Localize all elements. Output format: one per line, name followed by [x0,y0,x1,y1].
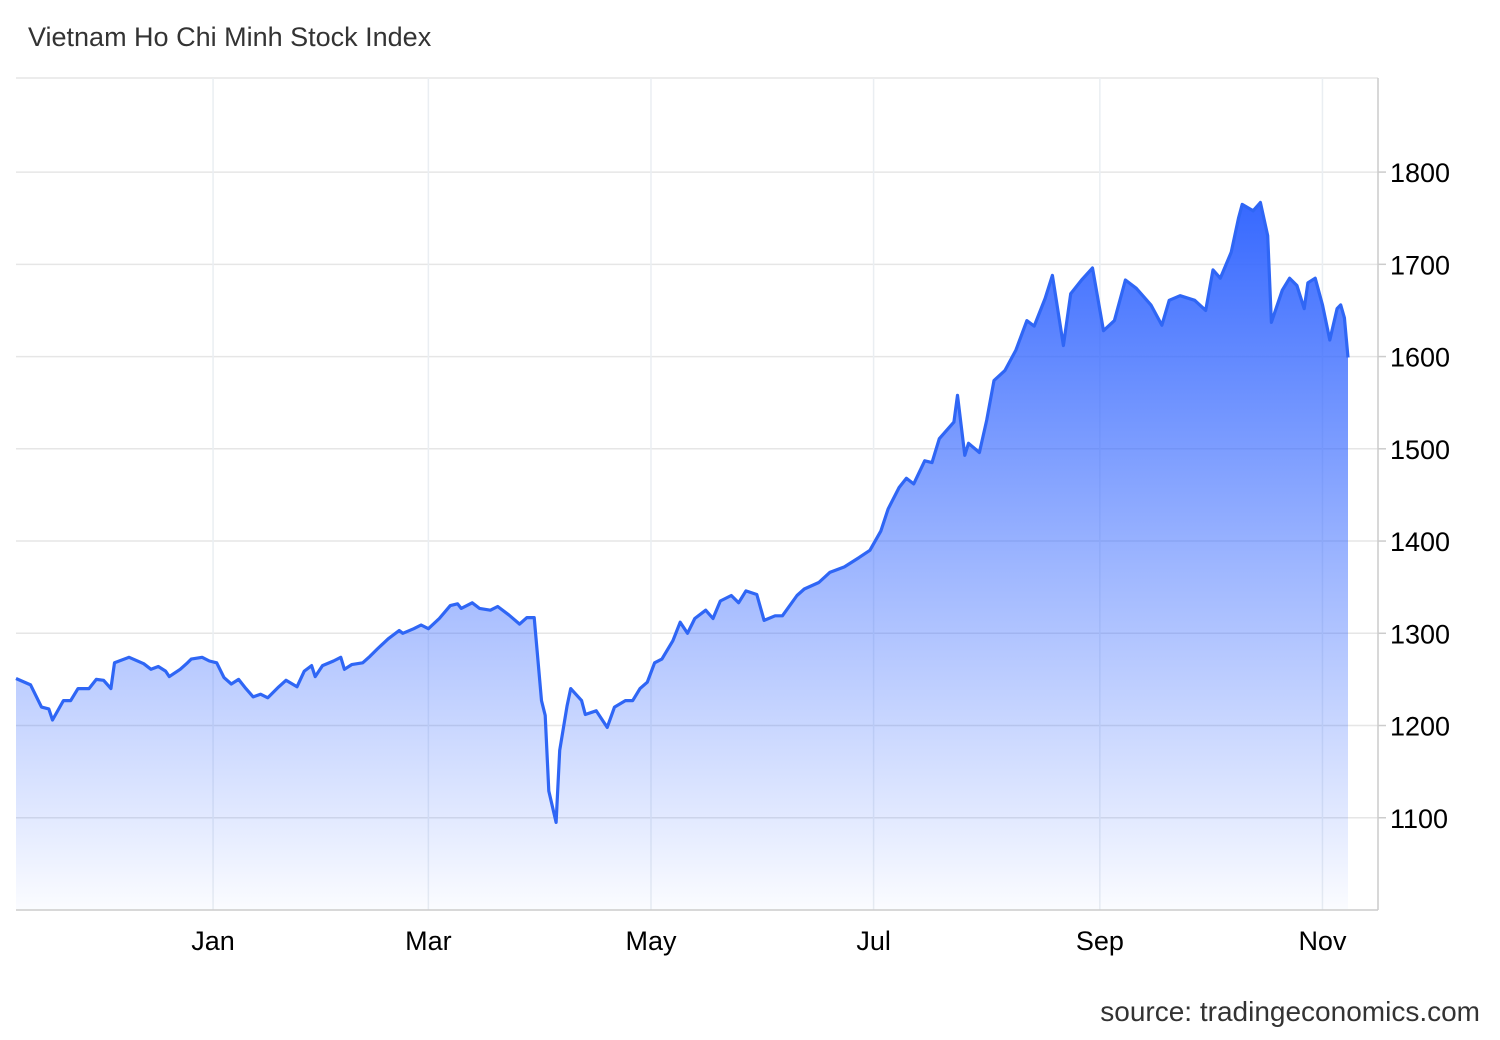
y-tick-label: 1600 [1390,343,1450,373]
y-tick-label: 1700 [1390,250,1450,280]
x-tick-label: Jan [191,926,235,956]
y-tick-label: 1100 [1390,804,1448,834]
x-tick-label: Nov [1298,926,1347,956]
y-tick-label: 1200 [1390,712,1450,742]
x-tick-label: Mar [405,926,452,956]
area-fill [16,202,1348,910]
x-tick-label: May [625,926,677,956]
series-line [15,200,1350,824]
x-tick-label: Sep [1076,926,1124,956]
source-credit: source: tradingeconomics.com [1100,996,1480,1027]
chart-title: Vietnam Ho Chi Minh Stock Index [28,22,432,52]
y-tick-label: 1300 [1390,619,1450,649]
x-tick-label: Jul [856,926,891,956]
y-tick-label: 1500 [1390,435,1450,465]
axes: 1100 1200 1300 1400 1500 1600 1700 1800 Jan Mar Ma… [16,78,1450,956]
y-tick-label: 1400 [1390,527,1450,557]
y-tick-label: 1800 [1390,158,1450,188]
